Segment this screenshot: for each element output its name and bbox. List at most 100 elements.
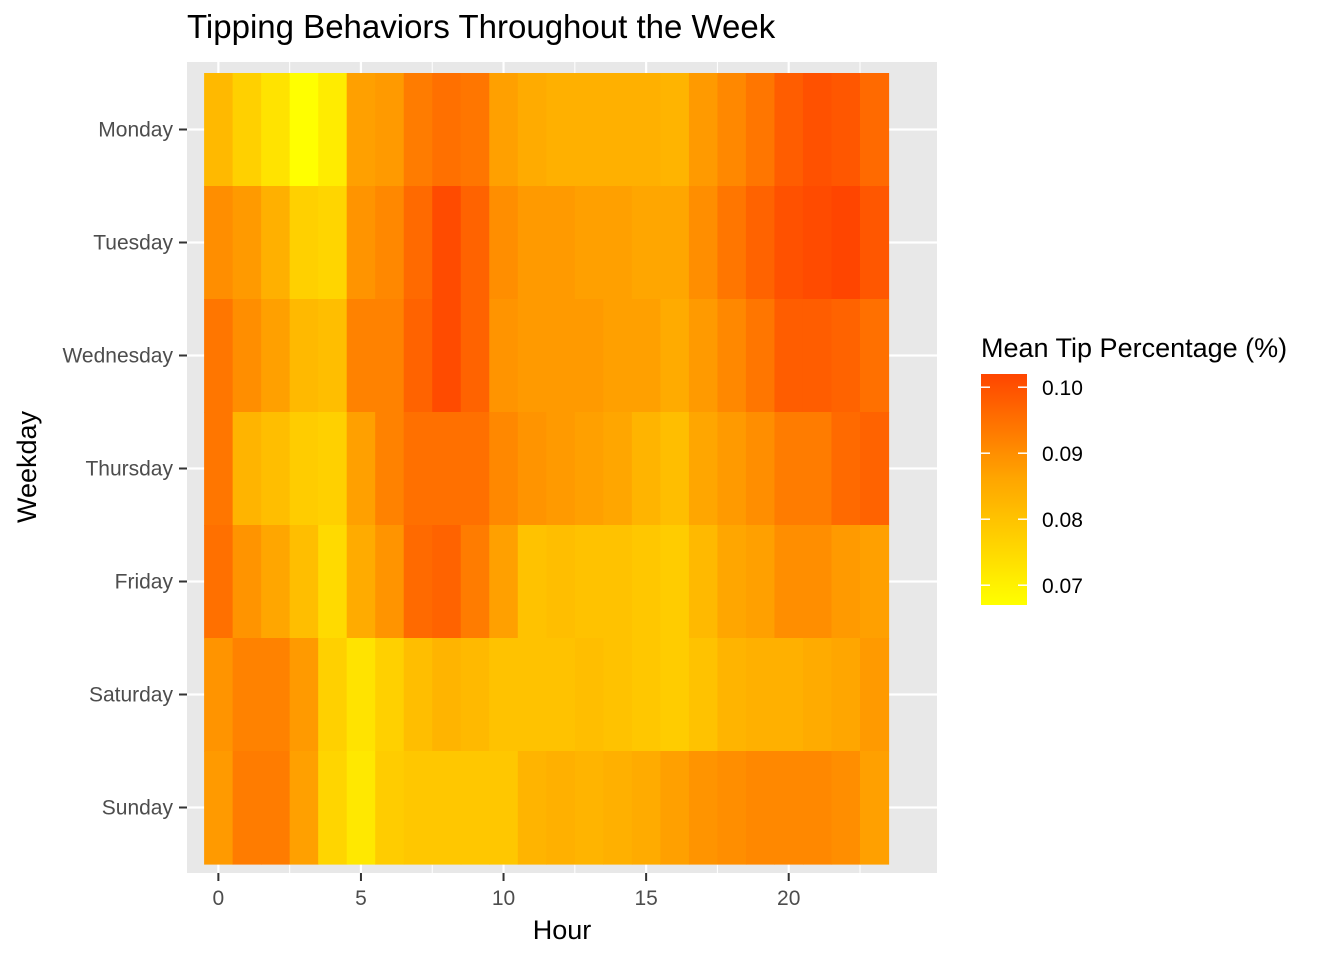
heatmap-cell [432, 73, 462, 187]
heatmap-cell [403, 638, 433, 752]
heatmap-cell [346, 186, 376, 300]
heatmap-cell [774, 525, 804, 639]
heatmap-cell [489, 186, 519, 300]
x-axis: 0 5 10 15 20 [213, 873, 800, 910]
heatmap-cell [489, 412, 519, 526]
heatmap-cell [745, 525, 776, 639]
heatmap-cell [261, 751, 291, 865]
heatmap-cell [745, 412, 776, 526]
heatmap-cell [660, 299, 690, 413]
heatmap-cell [717, 751, 747, 865]
y-tick-label: Thursday [85, 458, 173, 481]
heatmap-cell [831, 299, 861, 413]
heatmap-cell [774, 186, 804, 300]
heatmap-cell [318, 186, 348, 300]
heatmap-cell [232, 186, 262, 300]
heatmap-cell [745, 186, 776, 300]
x-tick-label: 10 [492, 887, 515, 910]
heatmap-cell [860, 73, 890, 187]
legend-title: Mean Tip Percentage (%) [981, 333, 1287, 363]
heatmap-cell [860, 412, 890, 526]
heatmap-cell [517, 525, 547, 639]
heatmap-cell [574, 638, 604, 752]
heatmap-cell [745, 638, 776, 752]
heatmap-cell [432, 299, 462, 413]
heatmap-cell [289, 73, 319, 187]
heatmap-cell [232, 412, 262, 526]
heatmap-cell [631, 412, 661, 526]
heatmap-cell [603, 525, 633, 639]
heatmap-cell [232, 751, 262, 865]
heatmap-cell [774, 412, 804, 526]
heatmap-cell [375, 638, 405, 752]
legend-ticks: 0.07 0.08 0.09 0.10 [981, 377, 1083, 598]
y-tick-label: Friday [115, 571, 174, 594]
heatmap-cell [318, 73, 348, 187]
legend-tick-label: 0.09 [1042, 443, 1083, 466]
heatmap-cell [688, 412, 719, 526]
heatmap-cell [375, 751, 405, 865]
heatmap-cell [546, 412, 576, 526]
heatmap-cell [403, 525, 433, 639]
heatmap-cell [717, 525, 747, 639]
heatmap-cell [802, 751, 833, 865]
heatmap-cell [717, 73, 747, 187]
heatmap-cell [204, 73, 234, 187]
heatmap-cell [517, 73, 547, 187]
heatmap-cell [860, 751, 890, 865]
heatmap-cell [403, 73, 433, 187]
heatmap-cell [745, 299, 776, 413]
x-axis-title: Hour [533, 915, 592, 945]
heatmap-cell [489, 299, 519, 413]
chart-title: Tipping Behaviors Throughout the Week [187, 8, 776, 45]
heatmap-cell [432, 186, 462, 300]
heatmap-cell [289, 751, 319, 865]
heatmap-cell [802, 525, 833, 639]
legend-tick-label: 0.07 [1042, 575, 1083, 598]
heatmap-cell [688, 186, 719, 300]
heatmap-cell [261, 186, 291, 300]
legend-tick-label: 0.10 [1042, 377, 1083, 400]
heatmap-cell [261, 638, 291, 752]
heatmap-cell [346, 73, 376, 187]
heatmap-cell [860, 186, 890, 300]
heatmap-cell [403, 412, 433, 526]
heatmap-cell [204, 751, 234, 865]
heatmap-cell [631, 525, 661, 639]
heatmap-cell [603, 186, 633, 300]
heatmap-cell [489, 73, 519, 187]
heatmap-cell [318, 299, 348, 413]
heatmap-cell [261, 73, 291, 187]
heatmap-cell [745, 751, 776, 865]
heatmap-cell [802, 638, 833, 752]
heatmap-cell [289, 638, 319, 752]
color-legend: Mean Tip Percentage (%) 0.07 0.08 0.09 0.10 [981, 333, 1287, 605]
heatmap-cell [375, 412, 405, 526]
heatmap-cell [289, 186, 319, 300]
heatmap-cell [660, 751, 690, 865]
heatmap-cell [346, 299, 376, 413]
heatmap-cell [546, 638, 576, 752]
heatmap-cell [232, 638, 262, 752]
heatmap-cell [603, 412, 633, 526]
heatmap-cell [688, 73, 719, 187]
heatmap-cell [318, 638, 348, 752]
x-tick-label: 5 [355, 887, 367, 910]
heatmap-cell [460, 186, 490, 300]
heatmap-cell [717, 638, 747, 752]
y-axis-title: Weekday [12, 410, 42, 523]
heatmap-cell [631, 299, 661, 413]
heatmap-cell [660, 525, 690, 639]
heatmap-cell [403, 751, 433, 865]
heatmap-cell [517, 299, 547, 413]
heatmap-cell [204, 412, 234, 526]
heatmap-cell [460, 299, 490, 413]
heatmap-cell [717, 412, 747, 526]
heatmap-cell [546, 186, 576, 300]
heatmap-cell [375, 299, 405, 413]
heatmap-cell [261, 299, 291, 413]
x-tick-label: 15 [634, 887, 657, 910]
heatmap-cell [375, 73, 405, 187]
heatmap-cell [831, 638, 861, 752]
